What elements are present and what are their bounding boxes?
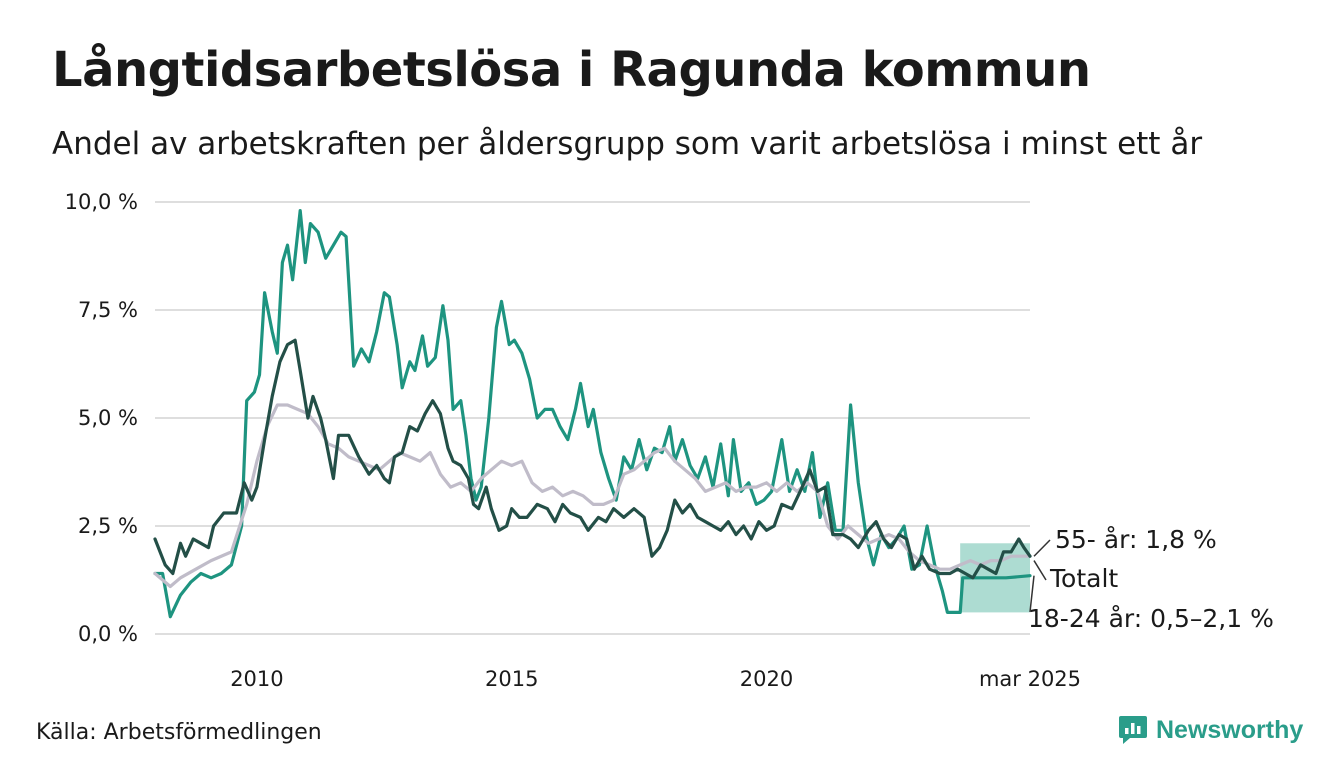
- line-chart: 0,0 % 2,5 % 5,0 % 7,5 % 10,0 % 2010 2015 2020 ma…: [65, 190, 1274, 691]
- x-tick-label: 2015: [485, 667, 538, 691]
- series-line-youth: [153, 209, 1032, 619]
- brand: Newsworthy: [1118, 714, 1303, 746]
- y-tick-label: 10,0 %: [65, 190, 138, 214]
- y-tick-label: 2,5 %: [78, 514, 138, 538]
- series-end-label: Totalt: [1049, 564, 1118, 593]
- y-tick-label: 7,5 %: [78, 298, 138, 322]
- annotation-leader: [1033, 560, 1047, 581]
- y-tick-label: 5,0 %: [78, 406, 138, 430]
- series-end-label: 55- år: 1,8 %: [1055, 525, 1217, 554]
- series-end-label: 18-24 år: 0,5–2,1 %: [1028, 604, 1274, 633]
- chart-subtitle: Andel av arbetskraften per åldersgrupp s…: [52, 126, 1203, 162]
- annotation-leader: [1029, 575, 1035, 613]
- series-line-older: [153, 338, 1032, 580]
- x-tick-label: 2020: [740, 667, 793, 691]
- x-tick-label: mar 2025: [979, 667, 1081, 691]
- source-note: Källa: Arbetsförmedlingen: [36, 720, 322, 745]
- annotation-leader: [1033, 539, 1051, 557]
- series-line-total: [153, 403, 1032, 589]
- newsworthy-logo-icon: [1119, 716, 1147, 744]
- chart-title: Långtidsarbetslösa i Ragunda kommun: [52, 42, 1091, 98]
- y-tick-label: 0,0 %: [78, 622, 138, 646]
- brand-name: Newsworthy: [1156, 715, 1304, 744]
- x-tick-label: 2010: [230, 667, 283, 691]
